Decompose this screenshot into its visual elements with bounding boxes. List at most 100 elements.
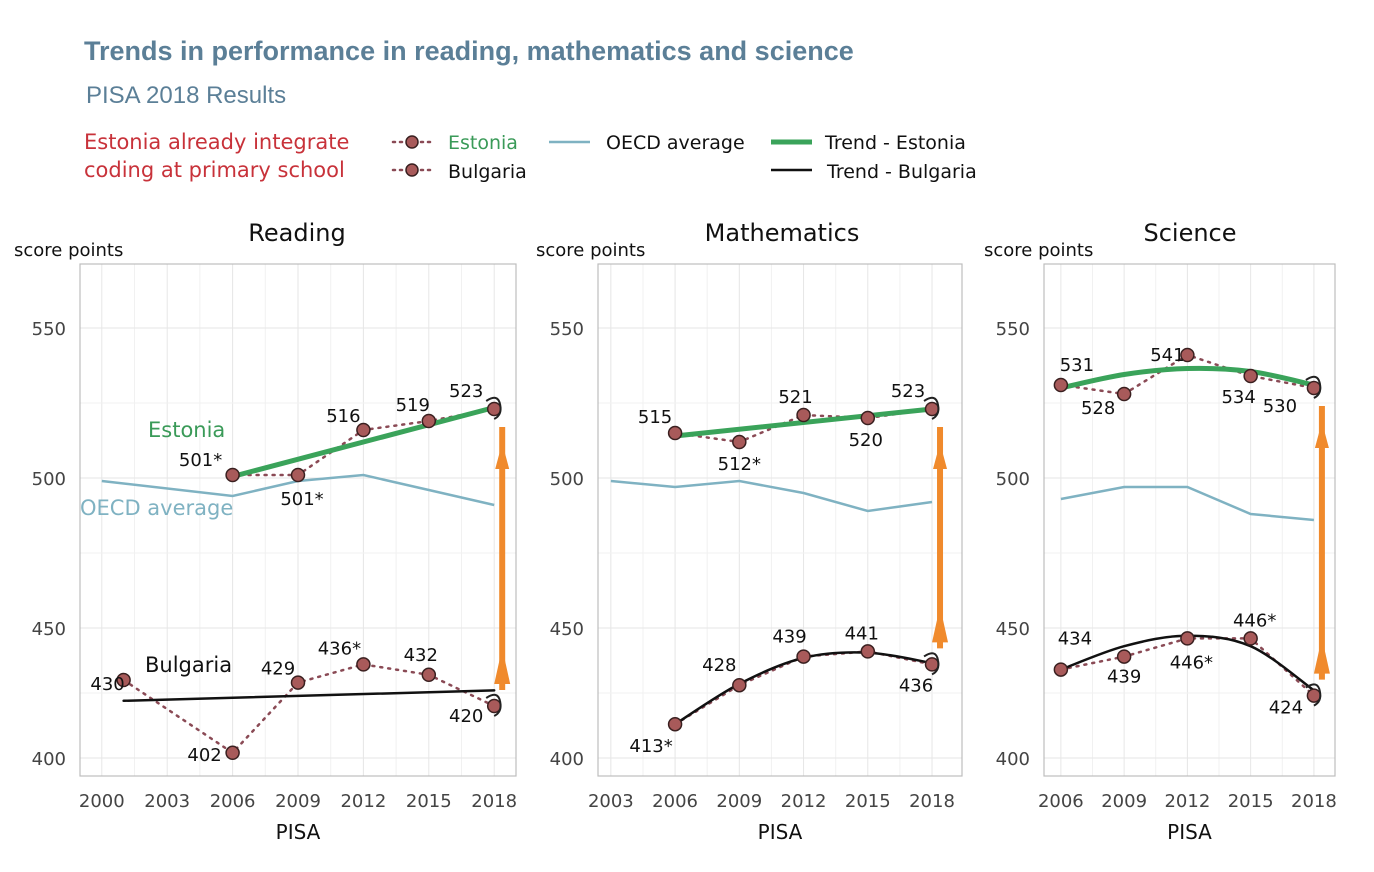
- bulgaria-data-label: 434: [1058, 629, 1092, 650]
- estonia-data-label: 528: [1081, 398, 1115, 419]
- bulgaria-point: [421, 667, 437, 683]
- estonia-point: [732, 434, 747, 450]
- panel-title: Reading: [248, 219, 345, 247]
- y-tick-label: 450: [996, 619, 1030, 640]
- plot-area: [598, 264, 962, 776]
- estonia-point: [1116, 386, 1132, 402]
- bulgaria-point: [290, 675, 306, 690]
- estonia-series: 501* 501* 516 519 523: [179, 381, 502, 510]
- y-axis-title: score points: [536, 240, 645, 261]
- x-tick-label: 2018: [1291, 791, 1337, 812]
- x-tick-label: 2003: [588, 791, 634, 812]
- legend-item-bulgaria: Bulgaria: [391, 161, 527, 183]
- bulgaria-data-label: 436*: [318, 638, 361, 659]
- gap-arrow-head: [494, 648, 511, 684]
- estonia-point: [225, 467, 240, 483]
- panel-reading: Reading score points PISA 400 450 500 550 2000 2…: [14, 219, 517, 844]
- estonia-data-label: 501*: [280, 489, 323, 510]
- bulgaria-data-label: 429: [261, 659, 295, 680]
- bulgaria-series: 430 402 429 436* 432 420: [90, 638, 502, 766]
- bulgaria-data-label: 402: [187, 745, 221, 766]
- trend-estonia-line: [230, 405, 497, 479]
- bulgaria-point: [356, 657, 371, 672]
- bulgaria-series: 413* 428 439 441 436: [629, 623, 940, 757]
- chart-title: Trends in performance in reading, mathem…: [84, 36, 854, 66]
- estonia-data-label: 530: [1263, 396, 1297, 417]
- estonia-point: [1180, 347, 1195, 363]
- estonia-series: 531 528 541 534 530: [1053, 345, 1322, 419]
- estonia-data-label: 523: [449, 381, 483, 402]
- legend-item-oecd: OECD average: [549, 132, 745, 154]
- x-axis-title: PISA: [758, 820, 803, 844]
- gap-arrow-head-upper: [1314, 422, 1329, 448]
- estonia-point: [667, 425, 683, 441]
- x-tick-label: 2006: [210, 791, 256, 812]
- bulgaria-data-label: 428: [702, 655, 736, 676]
- legend-marker-bulgaria: [405, 163, 419, 177]
- annotation-oecd: OECD average: [80, 496, 233, 520]
- plot-frame: [597, 263, 963, 777]
- figure-header: Trends in performance in reading, mathem…: [84, 36, 854, 182]
- legend-label-trend-estonia: Trend - Estonia: [824, 132, 966, 154]
- trend-estonia-line: [672, 406, 935, 439]
- estonia-data-label: 531: [1060, 355, 1094, 376]
- x-tick-label: 2006: [652, 791, 698, 812]
- x-tick-label: 2015: [406, 791, 452, 812]
- estonia-data-label: 516: [326, 406, 360, 427]
- plot-frame: [79, 263, 517, 777]
- x-tick-label: 2015: [845, 791, 891, 812]
- x-tick-label: 2012: [1164, 791, 1210, 812]
- gap-arrow-hook: [923, 652, 940, 676]
- bulgaria-point: [225, 745, 240, 761]
- estonia-dotted-line: [673, 407, 934, 444]
- gap-arrow-hook: [1305, 375, 1322, 399]
- bulgaria-point: [1243, 631, 1258, 646]
- x-tick-label: 2012: [340, 791, 386, 812]
- oecd-average-line: [101, 473, 495, 507]
- bulgaria-data-label: 432: [404, 645, 438, 666]
- bulgaria-data-label: 420: [449, 706, 483, 727]
- x-axis-title: PISA: [1167, 820, 1212, 844]
- y-tick-label: 400: [550, 749, 584, 770]
- chart-panels: Reading score points PISA 400 450 500 550 2000 2…: [14, 219, 1337, 844]
- note-line-1: Estonia already integrate: [84, 130, 349, 154]
- x-tick-label: 2003: [144, 791, 190, 812]
- gap-arrow-hook: [1305, 683, 1322, 707]
- legend-label-bulgaria: Bulgaria: [448, 161, 527, 183]
- estonia-data-label: 521: [778, 387, 812, 408]
- trend-estonia-line: [1058, 365, 1317, 391]
- legend-label-trend-bulgaria: Trend - Bulgaria: [826, 161, 977, 183]
- note-line-2: coding at primary school: [84, 158, 345, 182]
- plot-frame: [1043, 263, 1336, 777]
- bulgaria-data-label: 413*: [629, 736, 672, 757]
- panel-mathematics: Mathematics score points PISA 400 450 500 550 2…: [536, 219, 963, 844]
- estonia-point: [1243, 368, 1258, 384]
- x-tick-label: 2000: [79, 791, 125, 812]
- estonia-data-label: 520: [849, 430, 883, 451]
- gap-arrow-head: [1313, 637, 1330, 674]
- legend-item-estonia: Estonia: [391, 132, 518, 154]
- y-axis-title: score points: [984, 240, 1093, 261]
- estonia-point: [860, 410, 876, 426]
- estonia-series: 515 512* 521 520 523: [638, 381, 940, 475]
- estonia-point: [1053, 377, 1069, 393]
- x-tick-label: 2009: [1101, 791, 1147, 812]
- annotation-estonia: Estonia: [148, 418, 225, 442]
- legend-label-oecd: OECD average: [606, 132, 745, 154]
- gap-arrow-head: [932, 606, 949, 643]
- estonia-point: [290, 467, 306, 483]
- estonia-data-label: 515: [638, 407, 672, 428]
- y-tick-label: 450: [550, 619, 584, 640]
- panel-title: Science: [1143, 219, 1236, 247]
- chart-subtitle: PISA 2018 Results: [86, 82, 286, 109]
- y-tick-label: 400: [996, 749, 1030, 770]
- bulgaria-series: 434 439 446* 446* 424: [1053, 610, 1322, 719]
- y-tick-label: 500: [32, 469, 66, 490]
- gap-arrow-hook: [485, 693, 502, 717]
- estonia-point: [356, 422, 371, 438]
- x-tick-label: 2009: [275, 791, 321, 812]
- y-tick-label: 550: [32, 319, 66, 340]
- x-tick-label: 2012: [781, 791, 827, 812]
- bulgaria-data-label: 446*: [1170, 652, 1213, 673]
- estonia-data-label: 512*: [718, 454, 761, 475]
